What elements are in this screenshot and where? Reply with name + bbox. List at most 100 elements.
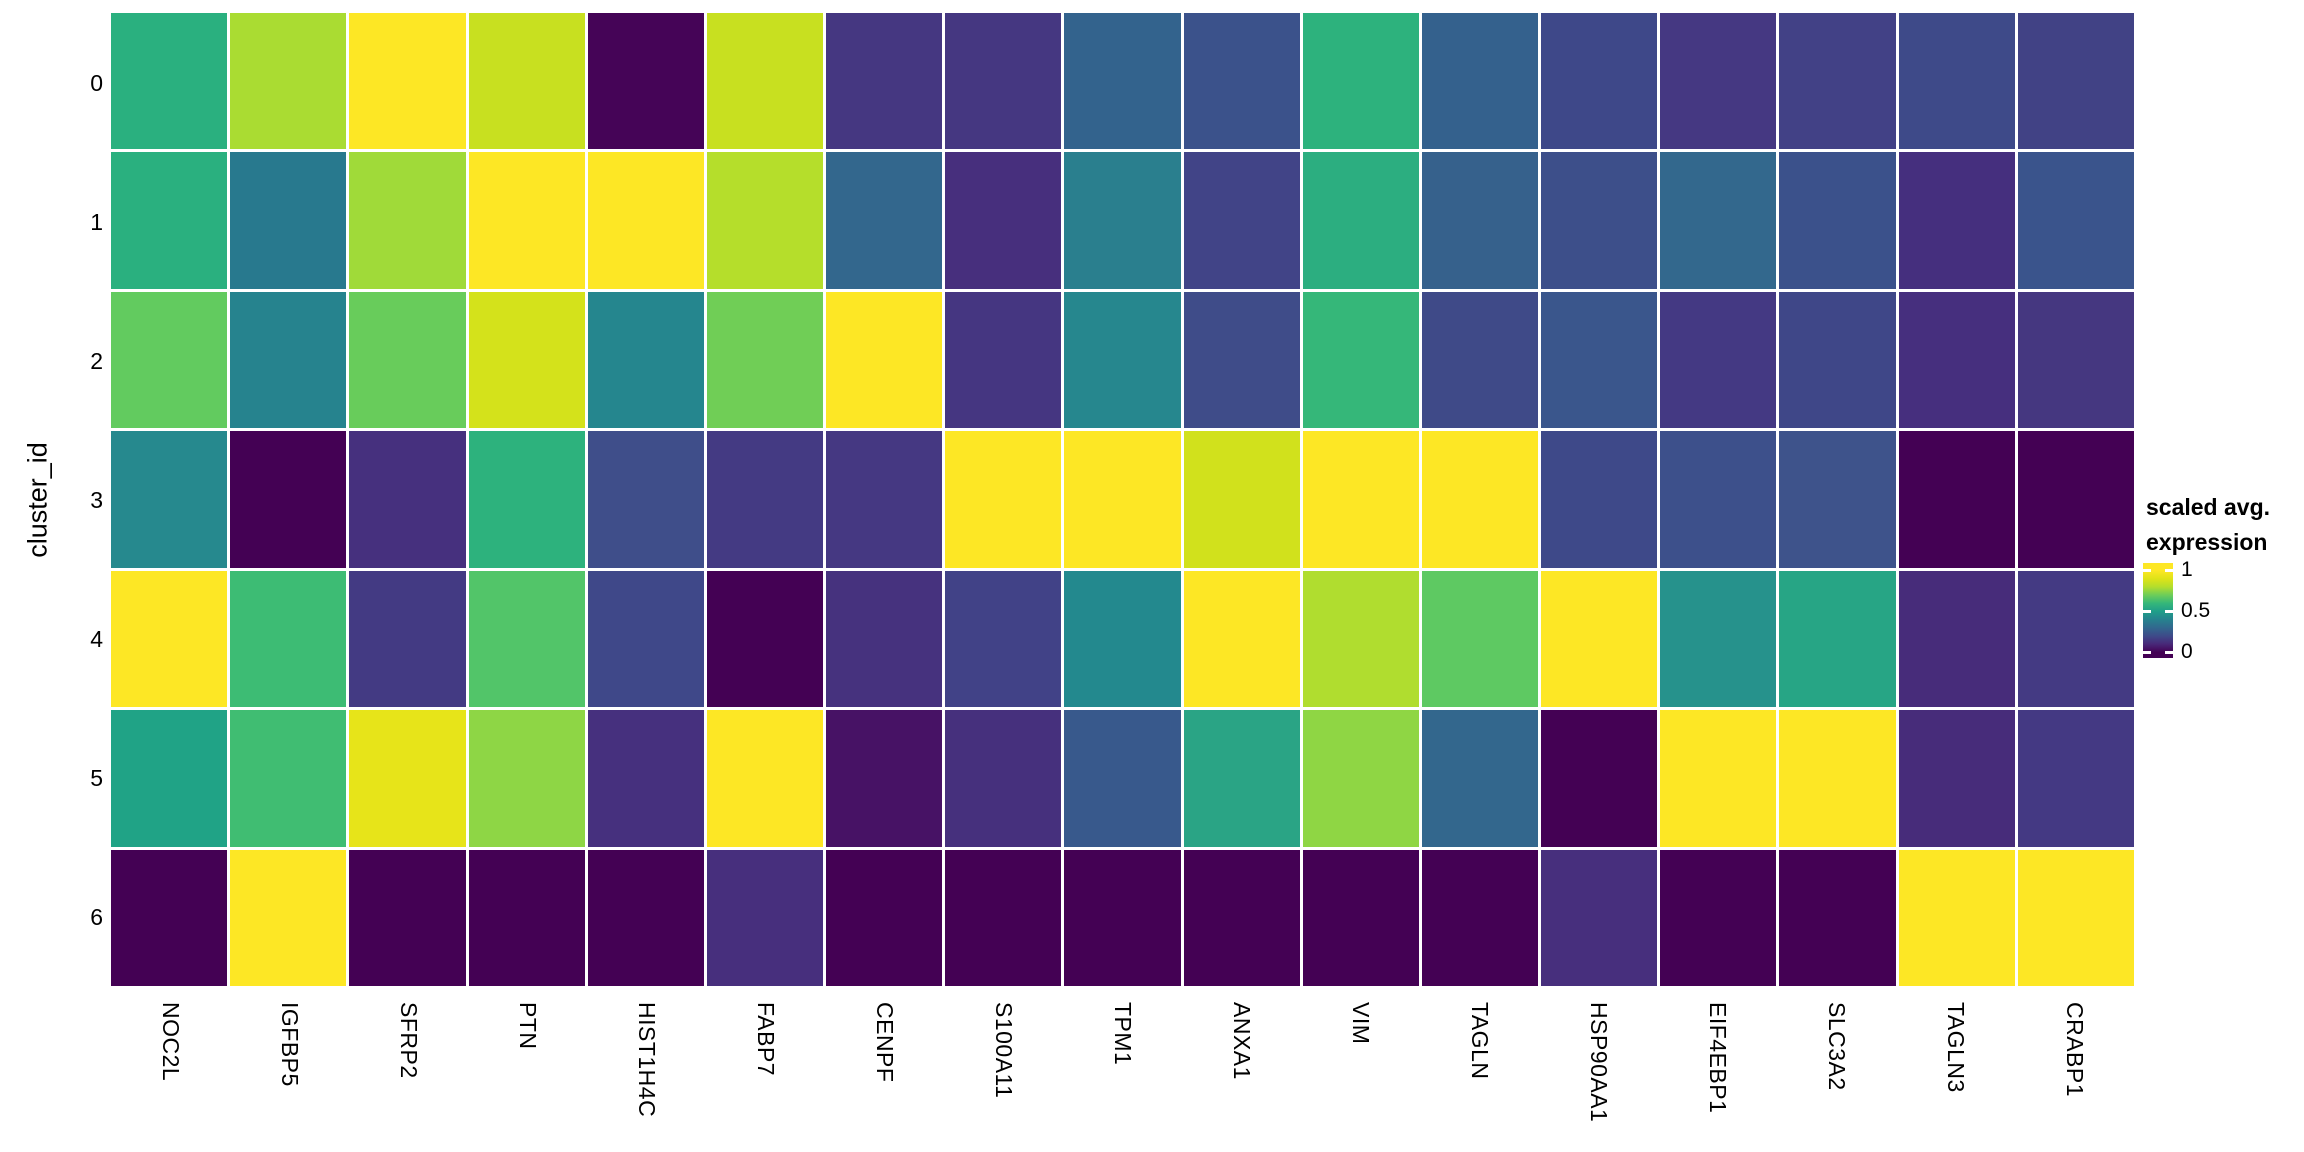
heatmap-cell-r2c11: [1421, 291, 1539, 429]
legend-tick-mark: [2143, 650, 2151, 654]
heatmap-cell-r3c3: [468, 431, 585, 568]
heatmap-cell-r0c12: [1541, 13, 1658, 150]
legend-tick-mark: [2143, 609, 2151, 613]
heatmap-cell-r3c2: [349, 431, 466, 568]
heatmap-cell-r3c7: [945, 431, 1062, 568]
heatmap-cell-r0c5: [706, 13, 824, 150]
heatmap-cell-r1c14: [1779, 152, 1896, 289]
heatmap-cell-r2c2: [349, 291, 466, 429]
heatmap-cell-r6c7: [945, 849, 1062, 986]
heatmap-cell-r3c4: [587, 431, 704, 568]
heatmap-cell-r4c14: [1779, 570, 1896, 708]
heatmap-cell-r6c1: [230, 849, 347, 986]
heatmap-cell-r1c1: [230, 152, 347, 289]
heatmap-cell-r6c11: [1421, 849, 1539, 986]
heatmap-cell-r6c15: [1898, 849, 2015, 986]
heatmap-cell-r6c5: [706, 849, 824, 986]
heatmap-cell-r3c1: [230, 431, 347, 568]
heatmap-cell-r6c13: [1660, 849, 1777, 986]
heatmap-cell-r5c0: [111, 710, 228, 847]
heatmap-cell-r1c15: [1898, 152, 2015, 289]
x-tick-label-EIF4EBP1: EIF4EBP1: [1705, 1002, 1731, 1114]
heatmap-cell-r4c12: [1541, 570, 1658, 708]
heatmap-cell-r3c8: [1064, 431, 1181, 568]
heatmap-cell-r2c13: [1660, 291, 1777, 429]
heatmap-cell-r6c9: [1183, 849, 1300, 986]
heatmap-cell-r0c10: [1302, 13, 1419, 150]
heatmap-cell-r2c14: [1779, 291, 1896, 429]
heatmap-cell-r3c0: [111, 431, 228, 568]
x-tick-label-ANXA1: ANXA1: [1229, 1002, 1255, 1080]
heatmap-cell-r1c9: [1183, 152, 1300, 289]
heatmap-cell-r2c10: [1302, 291, 1419, 429]
heatmap-cell-r6c0: [111, 849, 228, 986]
heatmap-cell-r6c3: [468, 849, 585, 986]
heatmap-cell-r3c9: [1183, 431, 1300, 568]
heatmap-cell-r0c3: [468, 13, 585, 150]
heatmap-cell-r5c11: [1421, 710, 1539, 847]
heatmap-cell-r1c0: [111, 152, 228, 289]
heatmap-cell-r0c0: [111, 13, 228, 150]
x-tick-label-TAGLN3: TAGLN3: [1943, 1002, 1969, 1093]
y-tick-label-3: 3: [90, 486, 103, 513]
heatmap-cell-r3c10: [1302, 431, 1419, 568]
heatmap-cell-r1c13: [1660, 152, 1777, 289]
heatmap-cell-r2c6: [826, 291, 943, 429]
heatmap-cell-r4c16: [2017, 570, 2134, 708]
heatmap-cell-r5c6: [826, 710, 943, 847]
legend-tick-label-0: 0: [2181, 640, 2193, 664]
x-tick-label-CRABP1: CRABP1: [2062, 1002, 2088, 1098]
heatmap-cell-r3c5: [706, 431, 824, 568]
x-tick-label-SLC3A2: SLC3A2: [1824, 1002, 1850, 1091]
heatmap-cell-r5c13: [1660, 710, 1777, 847]
heatmap-cell-r5c3: [468, 710, 585, 847]
y-tick-label-6: 6: [90, 903, 103, 930]
x-tick-label-IGFBP5: IGFBP5: [277, 1002, 303, 1087]
heatmap-cell-r4c9: [1183, 570, 1300, 708]
heatmap-cell-r1c5: [706, 152, 824, 289]
y-tick-label-4: 4: [90, 625, 103, 652]
heatmap-cell-r4c1: [230, 570, 347, 708]
x-tick-label-HSP90AA1: HSP90AA1: [1586, 1002, 1612, 1123]
heatmap-cell-r4c11: [1421, 570, 1539, 708]
heatmap-cell-r5c9: [1183, 710, 1300, 847]
legend-tick-label-1: 1: [2181, 558, 2193, 582]
heatmap-cell-r6c8: [1064, 849, 1181, 986]
heatmap-cell-r5c5: [706, 710, 824, 847]
heatmap-cell-r2c0: [111, 291, 228, 429]
heatmap-cell-r1c8: [1064, 152, 1181, 289]
heatmap-cell-r2c3: [468, 291, 585, 429]
heatmap-cell-r4c8: [1064, 570, 1181, 708]
heatmap-cell-r0c4: [587, 13, 704, 150]
heatmap-cell-r3c12: [1541, 431, 1658, 568]
heatmap-cell-r6c14: [1779, 849, 1896, 986]
heatmap-cell-r0c14: [1779, 13, 1896, 150]
heatmap-cell-r1c4: [587, 152, 704, 289]
y-tick-label-1: 1: [90, 208, 103, 235]
heatmap-cell-r4c6: [826, 570, 943, 708]
heatmap-cell-r3c15: [1898, 431, 2015, 568]
heatmap-cell-r1c16: [2017, 152, 2134, 289]
x-tick-label-VIM: VIM: [1348, 1002, 1374, 1045]
heatmap-cell-r2c5: [706, 291, 824, 429]
heatmap-cell-r5c12: [1541, 710, 1658, 847]
heatmap-cell-r3c16: [2017, 431, 2134, 568]
x-tick-label-TAGLN: TAGLN: [1467, 1002, 1493, 1080]
legend-tick-label-0.5: 0.5: [2181, 599, 2211, 623]
heatmap-cell-r5c14: [1779, 710, 1896, 847]
heatmap-cell-r4c13: [1660, 570, 1777, 708]
heatmap-grid: [111, 13, 2134, 986]
heatmap-cell-r2c8: [1064, 291, 1181, 429]
heatmap-cell-r6c6: [826, 849, 943, 986]
heatmap-cell-r3c11: [1421, 431, 1539, 568]
heatmap-cell-r6c4: [587, 849, 704, 986]
heatmap-cell-r1c6: [826, 152, 943, 289]
heatmap-cell-r0c15: [1898, 13, 2015, 150]
x-tick-label-FABP7: FABP7: [753, 1002, 779, 1077]
x-tick-label-SFRP2: SFRP2: [396, 1002, 422, 1079]
heatmap-cell-r6c2: [349, 849, 466, 986]
heatmap-cell-r4c15: [1898, 570, 2015, 708]
legend-title-line1: scaled avg.: [2146, 494, 2271, 520]
heatmap-cell-r5c4: [587, 710, 704, 847]
heatmap-cell-r0c2: [349, 13, 466, 150]
